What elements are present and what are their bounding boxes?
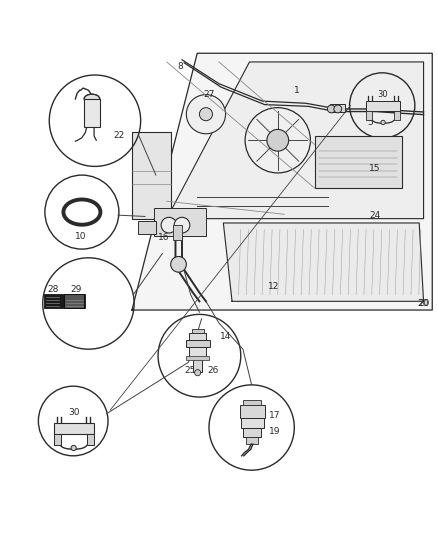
Bar [186, 340, 210, 347]
Polygon shape [132, 53, 432, 310]
Text: 16: 16 [158, 233, 170, 242]
Text: 27: 27 [204, 90, 215, 99]
Bar [132, 132, 171, 219]
Text: 20: 20 [417, 299, 428, 308]
Bar [84, 99, 100, 127]
Bar [193, 358, 202, 372]
Bar [241, 418, 264, 427]
Bar [154, 208, 206, 236]
Text: 26: 26 [208, 367, 219, 375]
Circle shape [161, 217, 177, 233]
Text: 19: 19 [268, 427, 280, 437]
Bar [189, 333, 206, 340]
Text: 29: 29 [71, 285, 82, 294]
Text: 5: 5 [367, 118, 373, 127]
Bar [138, 221, 156, 234]
Bar [44, 294, 85, 308]
Circle shape [199, 108, 212, 120]
Text: 17: 17 [268, 411, 280, 420]
Bar [189, 347, 206, 358]
Bar [394, 111, 400, 120]
Text: 8: 8 [178, 62, 184, 71]
Bar [191, 329, 204, 333]
Text: 30: 30 [378, 90, 389, 99]
Bar [244, 400, 261, 405]
Text: 15: 15 [369, 164, 381, 173]
Polygon shape [167, 62, 424, 219]
Bar [240, 405, 265, 418]
Bar [173, 225, 182, 240]
Circle shape [381, 120, 385, 125]
Bar [244, 427, 261, 437]
Text: 14: 14 [220, 332, 232, 341]
Text: 1: 1 [294, 86, 300, 95]
Bar [366, 111, 372, 120]
Circle shape [171, 256, 186, 272]
Bar [87, 434, 94, 445]
Text: 30: 30 [68, 408, 79, 417]
Text: 25: 25 [184, 367, 195, 375]
Ellipse shape [84, 94, 100, 104]
Bar [330, 104, 345, 111]
Circle shape [71, 446, 76, 450]
Text: 20: 20 [418, 299, 429, 308]
Text: 24: 24 [369, 211, 380, 220]
Circle shape [245, 108, 311, 173]
Circle shape [334, 105, 342, 113]
Circle shape [174, 217, 190, 233]
Text: 12: 12 [268, 281, 279, 290]
Bar [186, 356, 209, 360]
Polygon shape [223, 223, 424, 301]
Text: 10: 10 [75, 232, 86, 241]
Bar [247, 437, 258, 444]
Bar [366, 101, 400, 111]
Circle shape [186, 94, 226, 134]
Circle shape [267, 130, 289, 151]
Bar [53, 434, 60, 445]
Text: 28: 28 [47, 285, 58, 294]
Text: 22: 22 [114, 132, 125, 140]
Bar [53, 423, 94, 434]
Circle shape [194, 370, 201, 376]
Circle shape [327, 105, 335, 113]
Bar [64, 294, 84, 308]
Bar [315, 136, 402, 188]
